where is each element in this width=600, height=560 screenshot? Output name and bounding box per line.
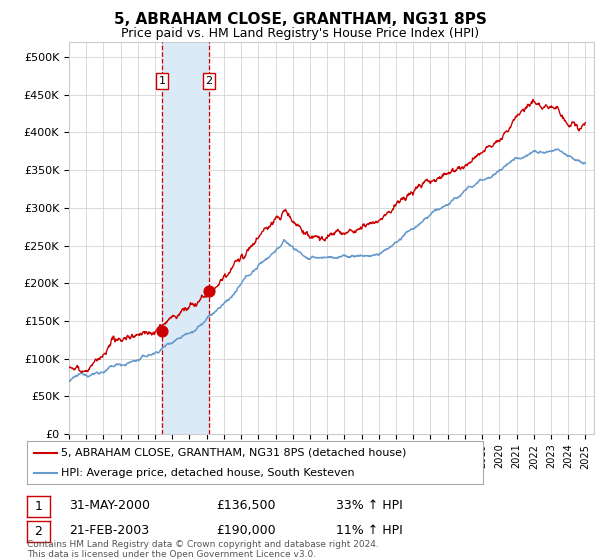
Text: 11% ↑ HPI: 11% ↑ HPI	[336, 524, 403, 538]
Bar	[162, 42, 209, 434]
Text: £190,000: £190,000	[216, 524, 275, 538]
Point	[157, 326, 167, 335]
Point	[204, 286, 214, 295]
Text: 2: 2	[205, 76, 212, 86]
Text: 21-FEB-2003: 21-FEB-2003	[69, 524, 149, 538]
Text: 1: 1	[158, 76, 166, 86]
Text: 31-MAY-2000: 31-MAY-2000	[69, 499, 150, 512]
Text: Price paid vs. HM Land Registry's House Price Index (HPI): Price paid vs. HM Land Registry's House …	[121, 27, 479, 40]
Text: £136,500: £136,500	[216, 499, 275, 512]
Text: 5, ABRAHAM CLOSE, GRANTHAM, NG31 8PS (detached house): 5, ABRAHAM CLOSE, GRANTHAM, NG31 8PS (de…	[61, 447, 407, 458]
Text: 2: 2	[34, 525, 43, 538]
Text: Contains HM Land Registry data © Crown copyright and database right 2024.
This d: Contains HM Land Registry data © Crown c…	[27, 540, 379, 559]
Text: 5, ABRAHAM CLOSE, GRANTHAM, NG31 8PS: 5, ABRAHAM CLOSE, GRANTHAM, NG31 8PS	[113, 12, 487, 27]
Text: HPI: Average price, detached house, South Kesteven: HPI: Average price, detached house, Sout…	[61, 469, 355, 478]
Text: 1: 1	[34, 500, 43, 513]
Text: 33% ↑ HPI: 33% ↑ HPI	[336, 499, 403, 512]
